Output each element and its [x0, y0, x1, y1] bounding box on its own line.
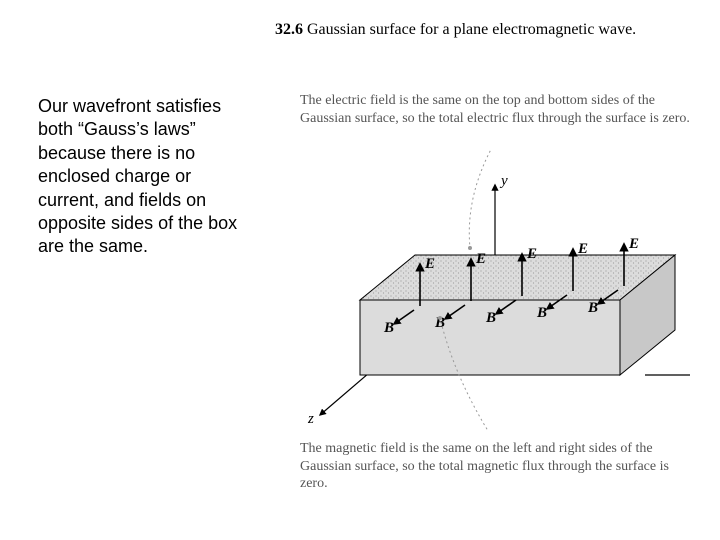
svg-text:E⃗: E⃗: [628, 236, 651, 252]
svg-text:y: y: [499, 173, 508, 189]
diagram-svg: yxzE⃗B⃗E⃗B⃗E⃗B⃗E⃗B⃗E⃗B⃗: [290, 150, 690, 430]
svg-text:E⃗: E⃗: [475, 251, 498, 267]
left-paragraph: Our wavefront satisfies both “Gauss’s la…: [38, 95, 253, 259]
figure-label: 32.6 Gaussian surface for a plane electr…: [275, 20, 705, 40]
svg-text:B⃗: B⃗: [536, 305, 559, 321]
svg-text:z: z: [307, 411, 314, 427]
svg-text:E⃗: E⃗: [424, 256, 447, 272]
svg-text:E⃗: E⃗: [526, 246, 549, 262]
svg-text:E⃗: E⃗: [577, 241, 600, 257]
svg-text:B⃗: B⃗: [485, 310, 508, 326]
bottom-caption: The magnetic field is the same on the le…: [300, 440, 695, 493]
svg-text:B⃗: B⃗: [383, 320, 406, 336]
svg-text:B⃗: B⃗: [587, 300, 610, 316]
page: 32.6 Gaussian surface for a plane electr…: [0, 0, 720, 540]
figure-number: 32.6: [275, 21, 303, 38]
figure-title: Gaussian surface for a plane electromagn…: [307, 21, 636, 38]
top-caption: The electric field is the same on the to…: [300, 92, 695, 127]
gaussian-box-diagram: yxzE⃗B⃗E⃗B⃗E⃗B⃗E⃗B⃗E⃗B⃗: [290, 150, 690, 430]
svg-text:B⃗: B⃗: [434, 315, 457, 331]
